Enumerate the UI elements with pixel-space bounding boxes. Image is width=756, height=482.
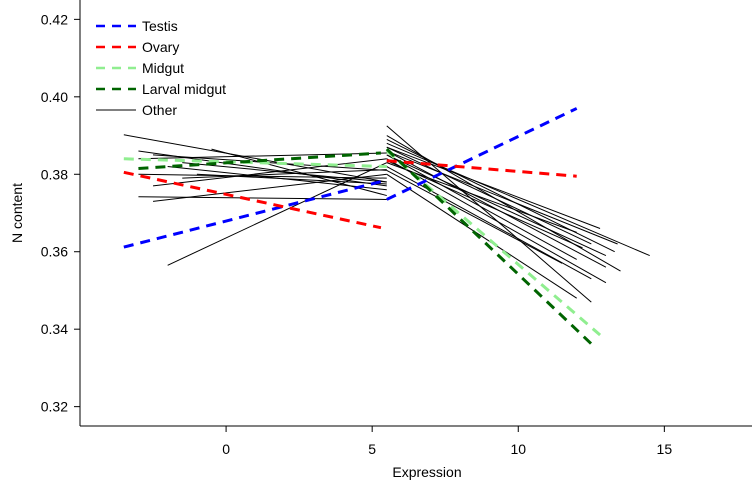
- y-tick-label: 0.42: [41, 11, 68, 27]
- x-tick-label: 10: [510, 441, 526, 457]
- legend-label-ovary: Ovary: [142, 39, 179, 55]
- legend-label-larval-midgut: Larval midgut: [142, 81, 226, 97]
- legend: Testis Ovary Midgut Larval midgut Other: [96, 18, 226, 118]
- other-line: [167, 162, 387, 266]
- ovary-line: [386, 159, 577, 178]
- legend-label-other: Other: [142, 102, 177, 118]
- testis-line: [123, 178, 388, 249]
- other-line: [152, 158, 387, 187]
- y-tick-label: 0.38: [41, 166, 68, 182]
- ovary-line: [123, 170, 382, 230]
- x-axis-label: Expression: [392, 464, 461, 480]
- other-line: [386, 160, 583, 249]
- midgut-line: [123, 157, 387, 169]
- y-tick-label: 0.40: [41, 89, 68, 105]
- x-axis-ticks: 0 5 10 15: [222, 426, 672, 457]
- midgut-line: [385, 149, 602, 337]
- other-line: [386, 154, 577, 260]
- other-line: [386, 142, 650, 257]
- other-line: [386, 158, 607, 284]
- series-lines: [123, 107, 650, 348]
- other-line: [123, 134, 387, 183]
- x-tick-label: 0: [222, 441, 230, 457]
- other-line: [386, 169, 563, 264]
- other-line: [138, 196, 387, 200]
- y-tick-label: 0.36: [41, 244, 68, 260]
- other-line: [182, 162, 387, 183]
- other-line: [182, 169, 387, 179]
- plot-area: 0 5 10 15 0.32 0.34 0.36 0.38 0.40 0.42 Expressi…: [9, 0, 752, 480]
- larval-midgut-line: [385, 148, 596, 348]
- other-line: [152, 173, 387, 202]
- x-tick-label: 5: [368, 441, 376, 457]
- y-axis-label: N content: [9, 183, 25, 243]
- y-tick-label: 0.34: [41, 321, 68, 337]
- other-line: [386, 173, 577, 299]
- legend-label-midgut: Midgut: [142, 60, 184, 76]
- testis-line: [386, 107, 578, 201]
- legend-label-testis: Testis: [142, 18, 178, 34]
- y-tick-label: 0.32: [41, 399, 68, 415]
- other-line: [386, 150, 618, 245]
- x-tick-label: 15: [657, 441, 673, 457]
- other-line: [386, 138, 615, 253]
- y-axis-ticks: 0.32 0.34 0.36 0.38 0.40 0.42: [41, 11, 80, 415]
- larval-midgut-line: [138, 151, 382, 170]
- other-line: [386, 166, 592, 280]
- other-line: [386, 154, 607, 257]
- other-line: [386, 146, 601, 229]
- other-line: [386, 146, 592, 245]
